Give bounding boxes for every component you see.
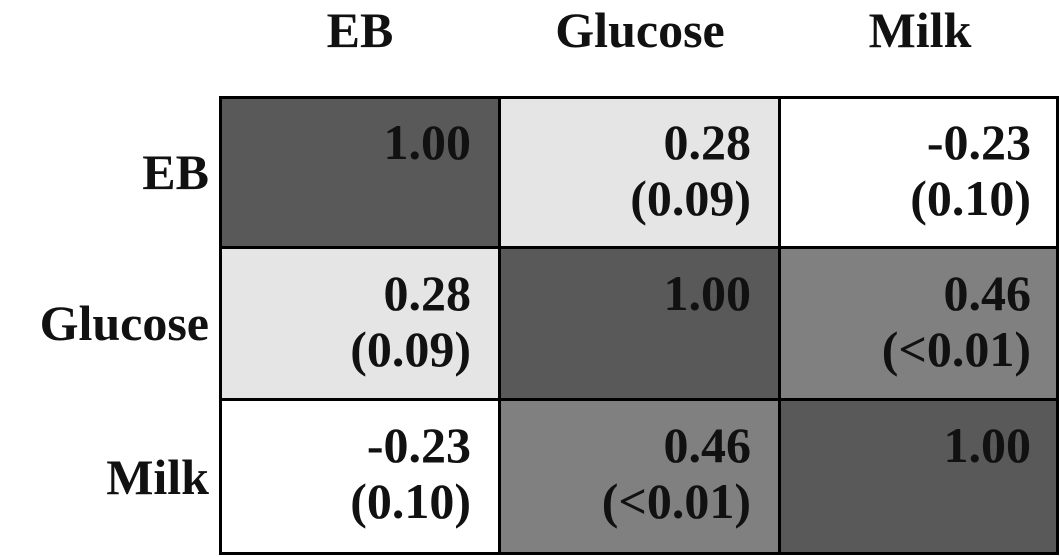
grid-line-horizontal (219, 398, 1059, 401)
heatmap-cell: -0.23 (0.10) (219, 399, 499, 555)
correlation-value: 1.00 (943, 417, 1032, 473)
grid-line-vertical (778, 96, 781, 555)
column-label-2: Milk (868, 2, 972, 58)
heatmap-cell: 1.00 (779, 399, 1059, 555)
heatmap-cell: 0.46 (<0.01) (499, 399, 779, 555)
column-label-1: Glucose (555, 2, 725, 58)
row-label-0: EB (142, 143, 209, 200)
correlation-value: 1.00 (663, 265, 752, 321)
cell-label: -0.23 (0.10) (910, 114, 1031, 226)
heatmap-cell: 0.28 (0.09) (219, 247, 499, 399)
column-label-0: EB (326, 2, 394, 58)
p-value: (0.09) (350, 321, 471, 377)
grid-line-vertical (498, 96, 501, 555)
heatmap-cell: 1.00 (219, 96, 499, 247)
correlation-value: 1.00 (383, 114, 472, 170)
cell-label: -0.23 (0.10) (350, 417, 471, 529)
p-value: (0.10) (910, 170, 1031, 226)
cell-label: 1.00 (664, 265, 752, 321)
p-value: (<0.01) (881, 321, 1031, 377)
cell-label: 0.28 (0.09) (630, 114, 751, 226)
grid-line-horizontal (219, 246, 1059, 249)
heatmap-cell: 1.00 (499, 247, 779, 399)
cell-label: 0.28 (0.09) (350, 265, 471, 377)
p-value: (<0.01) (601, 473, 751, 529)
cell-label: 0.46 (<0.01) (602, 417, 751, 529)
correlation-value: -0.23 (926, 114, 1031, 170)
correlation-value: 0.28 (383, 265, 472, 321)
cell-label: 1.00 (944, 417, 1032, 473)
p-value: (0.10) (350, 473, 471, 529)
correlation-value: 0.28 (663, 114, 752, 170)
heatmap-cell: -0.23 (0.10) (779, 96, 1059, 247)
p-value: (0.09) (630, 170, 751, 226)
correlation-value: -0.23 (366, 417, 471, 473)
correlation-value: 0.46 (943, 265, 1032, 321)
correlation-value: 0.46 (663, 417, 752, 473)
heatmap-cell: 0.28 (0.09) (499, 96, 779, 247)
cell-label: 1.00 (384, 114, 472, 170)
cell-label: 0.46 (<0.01) (882, 265, 1031, 377)
row-label-2: Milk (106, 449, 209, 505)
heatmap-cell: 0.46 (<0.01) (779, 247, 1059, 399)
row-label-1: Glucose (39, 295, 209, 351)
